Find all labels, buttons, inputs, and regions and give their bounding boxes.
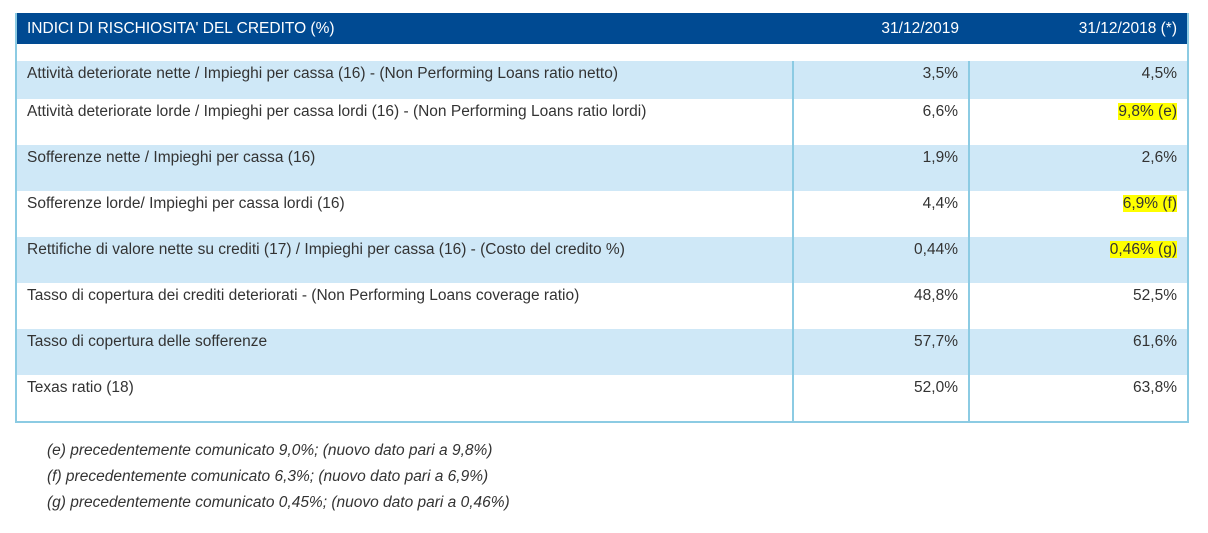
header-date-2018: 31/12/2018 (*) (969, 13, 1187, 61)
value-2018-highlighted: 9,8% (e) (1118, 102, 1177, 120)
value-2019: 52,0% (792, 374, 969, 421)
credit-risk-table-wrapper: INDICI DI RISCHIOSITA' DEL CREDITO (%) 3… (15, 13, 1189, 423)
value-2018-cell: 2,6% (968, 144, 1187, 191)
value-2019: 3,5% (792, 52, 969, 99)
row-label: Attività deteriorate lorde / Impieghi pe… (27, 102, 647, 120)
header-label: INDICI DI RISCHIOSITA' DEL CREDITO (%) (17, 13, 793, 61)
value-2018-cell: 6,9% (f) (968, 190, 1187, 237)
table-row: Texas ratio (18) 52,0% 63,8% (17, 374, 1187, 421)
value-2019: 6,6% (792, 98, 969, 145)
credit-risk-table: INDICI DI RISCHIOSITA' DEL CREDITO (%) 3… (17, 13, 1187, 421)
header-date-2019: 31/12/2019 (793, 13, 969, 61)
value-2018: 63,8% (1133, 378, 1177, 396)
value-2018-cell: 0,46% (g) (968, 236, 1187, 283)
row-label: Sofferenze lorde/ Impieghi per cassa lor… (27, 194, 345, 212)
table-row: Rettifiche di valore nette su crediti (1… (17, 236, 1187, 283)
value-2018: 52,5% (1133, 286, 1177, 304)
table-row: Sofferenze nette / Impieghi per cassa (1… (17, 144, 1187, 191)
table-row: Sofferenze lorde/ Impieghi per cassa lor… (17, 190, 1187, 237)
value-2019: 57,7% (792, 328, 969, 375)
row-label: Rettifiche di valore nette su crediti (1… (17, 236, 793, 283)
row-label: Attività deteriorate nette / Impieghi pe… (17, 52, 793, 99)
table-header-row: INDICI DI RISCHIOSITA' DEL CREDITO (%) 3… (17, 13, 1187, 61)
footnote-f: (f) precedentemente comunicato 6,3%; (nu… (47, 468, 489, 485)
value-2019: 1,9% (792, 144, 969, 191)
table-row: Attività deteriorate lorde / Impieghi pe… (17, 98, 1187, 145)
value-2018-cell: 52,5% (968, 282, 1187, 329)
value-2018-cell: 4,5% (968, 52, 1187, 99)
value-2019: 4,4% (792, 190, 969, 237)
table-row: Attività deteriorate nette / Impieghi pe… (17, 52, 1187, 99)
value-2018: 2,6% (1141, 148, 1177, 166)
footnote-g: (g) precedentemente comunicato 0,45%; (n… (47, 494, 510, 511)
value-2018-highlighted: 6,9% (f) (1122, 194, 1177, 212)
value-2019: 48,8% (792, 282, 969, 329)
row-label: Tasso di copertura delle sofferenze (17, 328, 793, 375)
value-2018-highlighted: 0,46% (g) (1109, 240, 1177, 258)
table-row: Tasso di copertura delle sofferenze 57,7… (17, 328, 1187, 375)
value-2018-cell: 63,8% (968, 374, 1187, 421)
row-label: Tasso di copertura dei crediti deteriora… (27, 286, 580, 304)
value-2018: 4,5% (1141, 65, 1177, 82)
table-row: Tasso di copertura dei crediti deteriora… (17, 282, 1187, 329)
row-label: Sofferenze nette / Impieghi per cassa (1… (17, 144, 793, 191)
value-2019: 0,44% (792, 236, 969, 283)
footnotes: (e) precedentemente comunicato 9,0%; (nu… (47, 438, 510, 516)
value-2018-cell: 61,6% (968, 328, 1187, 375)
value-2018-cell: 9,8% (e) (968, 98, 1187, 145)
value-2018: 61,6% (1133, 332, 1177, 350)
row-label: Texas ratio (18) (27, 378, 134, 396)
footnote-e: (e) precedentemente comunicato 9,0%; (nu… (47, 442, 493, 459)
